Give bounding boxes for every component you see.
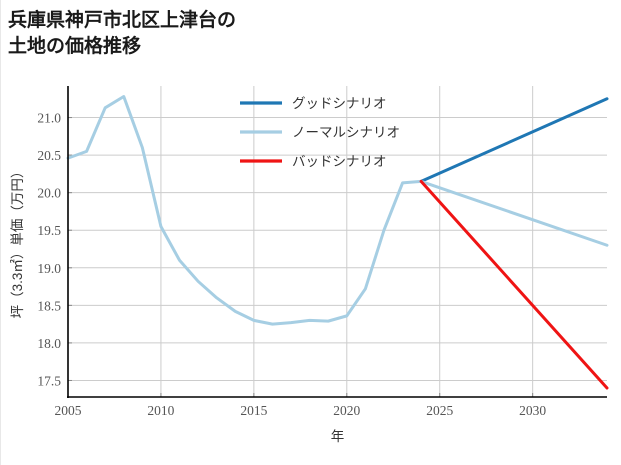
legend-label-1: ノーマルシナリオ [292,125,400,140]
y-tick-label: 17.5 [37,373,61,388]
legend-label-0: グッドシナリオ [292,96,387,111]
x-axis-title: 年 [331,429,345,444]
y-tick-labels: 17.5 18.0 18.5 19.0 19.5 20.0 20.5 21.0 [37,111,61,389]
y-tick-label: 21.0 [37,111,61,126]
y-tick-label: 20.5 [37,148,61,163]
series-line-グッドシナリオ [419,97,609,183]
y-tick-label: 19.0 [37,261,61,276]
x-tick-labels: 2005 2010 2015 2020 2025 2030 [55,403,547,418]
y-tick-label: 20.0 [37,186,61,201]
y-tick-label: 18.0 [37,336,61,351]
x-tick-label: 2025 [426,403,453,418]
x-tick-label: 2015 [240,403,267,418]
x-tick-label: 2030 [519,403,546,418]
gridlines-group [68,117,607,381]
y-tick-label: 18.5 [37,298,61,313]
x-tick-label: 2005 [55,403,82,418]
y-tick-label: 19.5 [37,223,61,238]
y-axis-title: 坪（3.3㎡）単価（万円） [10,165,25,319]
page-title: 兵庫県神戸市北区上津台の 土地の価格推移 [8,10,237,57]
x-tick-label: 2010 [147,403,174,418]
data-series-group [66,95,609,390]
axis-spines [67,86,607,398]
series-line-バッドシナリオ [419,179,609,390]
x-tick-label: 2020 [333,403,360,418]
legend-label-2: バッドシナリオ [292,154,387,169]
series-line-ノーマルシナリオ [66,95,609,326]
